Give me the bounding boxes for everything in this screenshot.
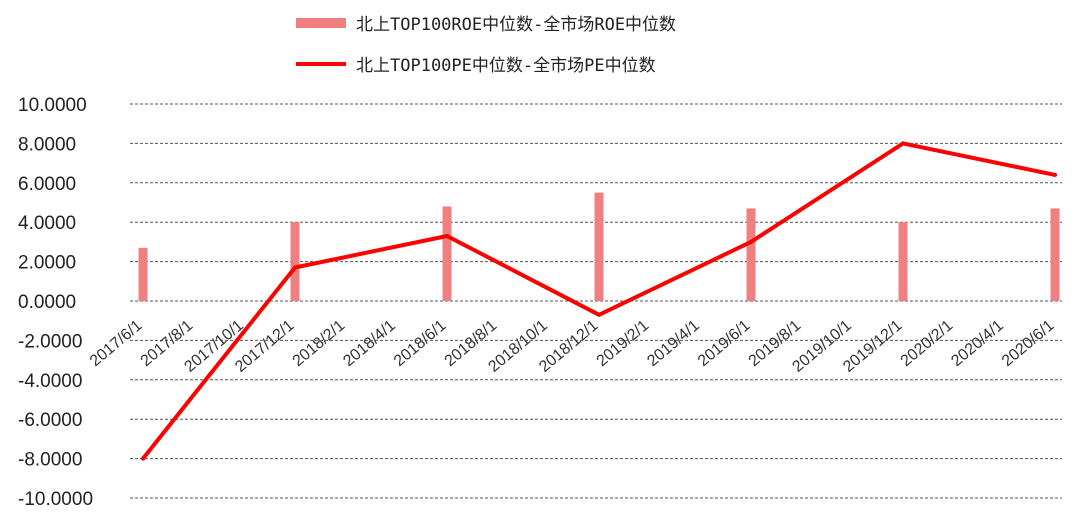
- x-tick-label: 2020/4/1: [948, 317, 1007, 370]
- x-tick-label: 2018/2/1: [290, 317, 349, 370]
- x-tick-label: 2020/2/1: [898, 317, 957, 370]
- line-series-pe: [141, 141, 1057, 461]
- legend: 北上TOP100ROE中位数-全市场ROE中位数 北上TOP100PE中位数-全…: [296, 15, 676, 76]
- line-point: [445, 233, 449, 238]
- line-point: [293, 265, 297, 270]
- bar: [898, 222, 908, 301]
- bar: [1050, 208, 1060, 301]
- line-point: [141, 456, 145, 461]
- y-tick-label: -10.0000: [18, 489, 93, 510]
- x-tick-label: 2019/4/1: [644, 317, 703, 370]
- bar: [594, 192, 604, 301]
- y-tick-label: 2.0000: [18, 253, 76, 274]
- y-tick-label: -4.0000: [18, 371, 82, 392]
- bar: [138, 247, 148, 301]
- y-tick-label: 10.0000: [18, 95, 87, 116]
- y-tick-label: -2.0000: [18, 331, 82, 352]
- y-tick-label: -8.0000: [18, 450, 82, 471]
- bar-series-roe: [138, 192, 1060, 301]
- y-tick-label: 6.0000: [18, 174, 76, 195]
- legend-label-roe: 北上TOP100ROE中位数-全市场ROE中位数: [356, 15, 676, 35]
- legend-swatch-roe: [296, 18, 346, 28]
- x-tick-label: 2018/4/1: [340, 317, 399, 370]
- y-tick-label: -6.0000: [18, 410, 82, 431]
- line-point: [749, 239, 753, 244]
- bar: [746, 208, 756, 301]
- bar: [442, 206, 452, 301]
- line-point: [1053, 172, 1057, 177]
- y-tick-label: 0.0000: [18, 292, 76, 313]
- line-point: [597, 312, 601, 317]
- x-tick-label: 2017/6/1: [87, 317, 146, 370]
- x-tick-label: 2019/2/1: [594, 317, 653, 370]
- legend-label-pe: 北上TOP100PE中位数-全市场PE中位数: [356, 56, 656, 76]
- y-tick-label: 8.0000: [18, 134, 76, 155]
- bar: [290, 222, 300, 301]
- line-point: [901, 141, 905, 146]
- y-tick-label: 4.0000: [18, 213, 76, 234]
- x-tick-label: 2020/6/1: [999, 317, 1058, 370]
- x-tick-label: 2018/6/1: [391, 317, 450, 370]
- x-tick-label: 2019/6/1: [695, 317, 754, 370]
- y-axis-tick-labels: 10.0000 8.0000 6.0000 4.0000 2.0000 0.0000 -2.…: [18, 95, 93, 510]
